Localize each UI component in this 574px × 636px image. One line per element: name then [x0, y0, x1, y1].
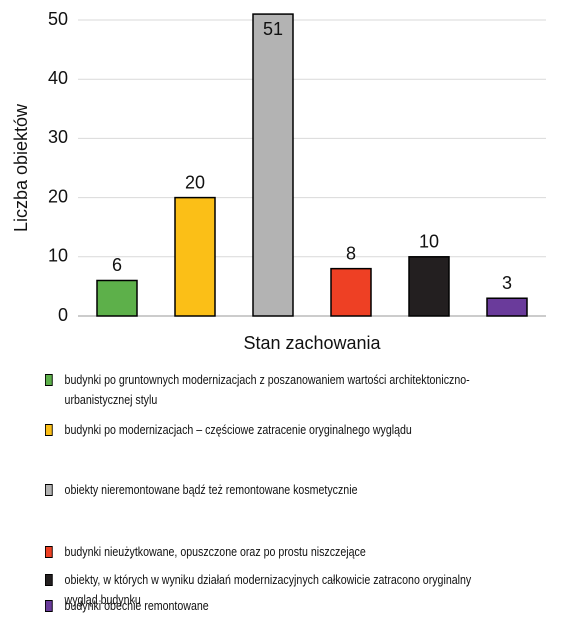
legend-swatch [45, 374, 53, 386]
y-axis-label: Liczba obiektów [11, 103, 31, 232]
y-tick-label: 0 [58, 305, 68, 325]
y-tick-label: 20 [48, 186, 68, 206]
data-label: 51 [263, 19, 283, 39]
legend-swatch [45, 546, 53, 558]
legend-swatch [45, 484, 53, 496]
chart: Liczba obiektów Stan zachowania 0 10 20 30 4… [11, 9, 546, 353]
legend-item: obiekty nieremontowane bądź też remontow… [45, 480, 479, 500]
legend-item: obiekty, w których w wyniku działań mode… [45, 570, 479, 610]
data-label: 8 [346, 243, 356, 263]
y-tick-label: 30 [48, 127, 68, 147]
legend-item: budynki nieużytkowane, opuszczone oraz p… [45, 542, 479, 562]
legend-label: budynki nieużytkowane, opuszczone oraz p… [64, 545, 366, 559]
legend-item: budynki po gruntownych modernizacjach z … [45, 370, 479, 410]
legend-label: budynki po gruntownych modernizacjach z … [64, 373, 470, 407]
legend-label: obiekty nieremontowane bądź też remontow… [64, 483, 358, 497]
legend-label: budynki obecnie remontowane [64, 599, 209, 613]
data-label: 6 [112, 255, 122, 275]
bar [252, 13, 294, 317]
legend-item: budynki po modernizacjach – częściowe za… [45, 420, 479, 440]
y-tick-label: 40 [48, 68, 68, 88]
legend-label: obiekty, w których w wyniku działań mode… [64, 573, 472, 607]
y-tick-label: 50 [48, 9, 68, 29]
legend-label: budynki po modernizacjach – częściowe za… [64, 423, 412, 437]
data-label: 10 [419, 232, 439, 252]
legend-swatch [45, 574, 53, 586]
y-tick-label: 10 [48, 246, 68, 266]
bar [174, 196, 216, 317]
data-label: 20 [185, 172, 205, 192]
data-label: 3 [502, 273, 512, 293]
x-axis-label: Stan zachowania [243, 333, 381, 353]
legend-swatch [45, 600, 53, 612]
bar [96, 279, 138, 317]
legend-item: budynki obecnie remontowane [45, 596, 479, 616]
bar [486, 297, 528, 317]
bar [330, 267, 372, 317]
bar [408, 256, 450, 317]
legend-swatch [45, 424, 53, 436]
